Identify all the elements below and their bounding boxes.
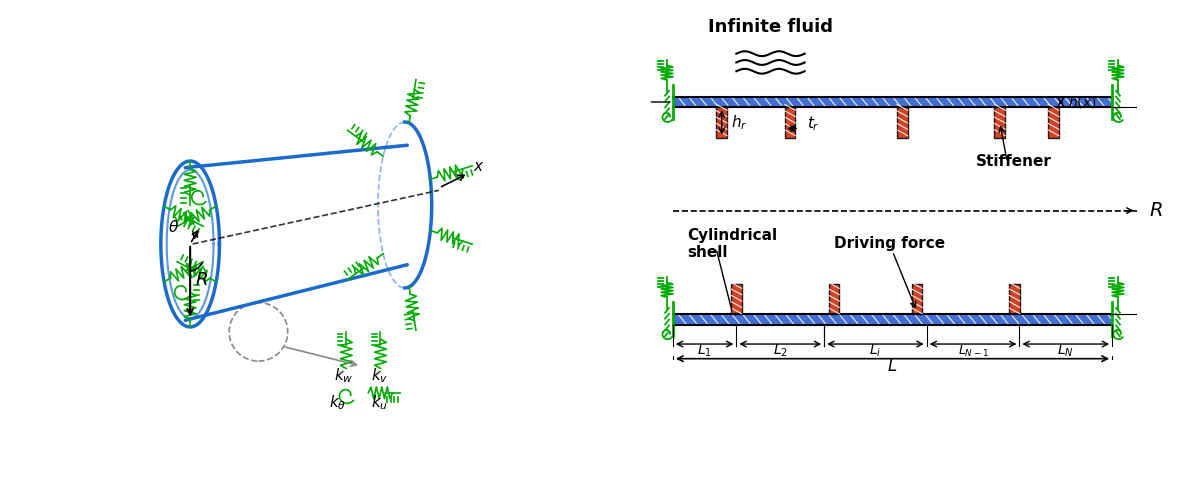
Text: $x$: $x$ xyxy=(474,159,484,174)
Text: $R$: $R$ xyxy=(195,271,208,289)
Text: $h_r$: $h_r$ xyxy=(732,113,749,132)
Bar xyxy=(672,97,1113,107)
Bar xyxy=(1048,107,1059,138)
Text: $v$: $v$ xyxy=(190,228,200,242)
Bar xyxy=(828,284,839,314)
Bar xyxy=(784,107,795,138)
Bar xyxy=(912,284,922,314)
Text: $L_N$: $L_N$ xyxy=(1058,343,1075,359)
Bar xyxy=(1009,284,1020,314)
Text: $L$: $L$ xyxy=(888,357,897,375)
Bar xyxy=(897,107,908,138)
Text: $k_u$: $k_u$ xyxy=(371,393,388,412)
Text: Infinite fluid: Infinite fluid xyxy=(708,18,833,36)
Bar xyxy=(731,284,741,314)
Text: $h(x)$: $h(x)$ xyxy=(1069,94,1097,110)
Text: Driving force: Driving force xyxy=(834,237,945,251)
Text: $L_{N-1}$: $L_{N-1}$ xyxy=(958,344,989,359)
Text: Stiffener: Stiffener xyxy=(976,154,1051,169)
Text: Cylindrical
shell: Cylindrical shell xyxy=(688,228,778,260)
Text: $k_v$: $k_v$ xyxy=(371,366,388,386)
Text: $k_w$: $k_w$ xyxy=(334,366,353,386)
Text: $t_r$: $t_r$ xyxy=(807,115,820,133)
Bar xyxy=(995,107,1006,138)
Bar xyxy=(716,107,727,138)
Bar xyxy=(672,314,1113,325)
Text: $\theta$: $\theta$ xyxy=(168,219,180,235)
Text: $k_\theta$: $k_\theta$ xyxy=(330,393,346,412)
Text: $L_1$: $L_1$ xyxy=(697,343,712,359)
Text: $L_2$: $L_2$ xyxy=(772,343,788,359)
Text: $R$: $R$ xyxy=(1148,201,1163,220)
Text: $L_i$: $L_i$ xyxy=(869,343,882,359)
